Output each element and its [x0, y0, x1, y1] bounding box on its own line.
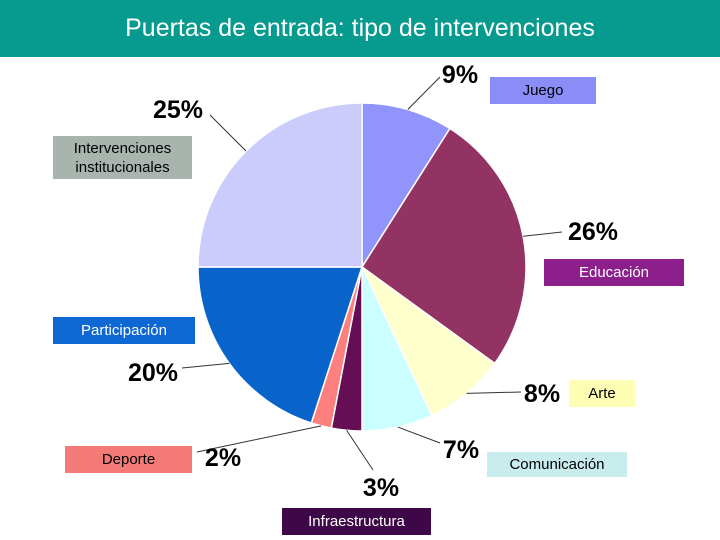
leader-line	[209, 114, 247, 152]
pie-slice-participación	[197, 266, 364, 424]
pct-label: 9%	[442, 61, 478, 89]
legend-arte: Arte	[569, 380, 635, 407]
legend-infraestructura: Infraestructura	[282, 508, 431, 535]
legend-juego: Juego	[490, 77, 596, 104]
leader-line	[466, 391, 522, 394]
pct-label: 20%	[128, 359, 178, 387]
legend-participacion: Participación	[53, 317, 195, 344]
leader-line	[181, 362, 230, 369]
chart-title: Puertas de entrada: tipo de intervencion…	[125, 14, 595, 42]
pct-label: 3%	[363, 474, 399, 502]
pie-slice-juego	[361, 102, 451, 270]
pct-label: 8%	[524, 380, 560, 408]
leader-line	[196, 425, 322, 453]
pct-label: 25%	[153, 96, 203, 124]
leader-line	[397, 426, 441, 444]
chart-title-bar: Puertas de entrada: tipo de intervencion…	[0, 0, 720, 57]
pie-slice-intervenciones-institucionales	[197, 102, 363, 268]
pct-label: 7%	[443, 436, 479, 464]
leader-line	[346, 429, 374, 471]
pct-label: 2%	[205, 444, 241, 472]
legend-intervenciones-institucionales: Intervenciones institucionales	[53, 136, 192, 179]
leader-line	[407, 76, 441, 110]
legend-deporte: Deporte	[65, 446, 192, 473]
legend-comunicacion: Comunicación	[487, 452, 627, 477]
leader-line	[523, 231, 563, 237]
pct-label: 26%	[568, 218, 618, 246]
legend-educacion: Educación	[544, 259, 684, 286]
